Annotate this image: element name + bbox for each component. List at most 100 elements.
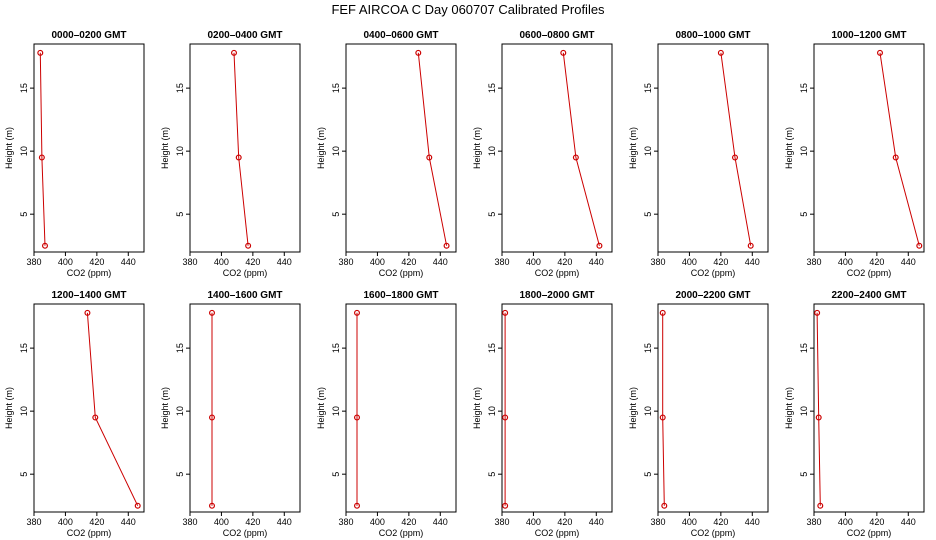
profile-point [876, 49, 883, 56]
profile-point [354, 414, 361, 421]
profile-point [659, 309, 666, 316]
x-tick-label: 400 [682, 257, 697, 267]
y-axis-label: Height (m) [472, 127, 482, 169]
profile-point [209, 309, 216, 316]
panel-7: 1200–1400 GMT 380 400 420 440 5 10 15 CO2 (ppm) H… [4, 290, 145, 538]
y-tick-label: 15 [19, 83, 29, 93]
x-tick-label: 420 [869, 517, 884, 527]
panel-3: 0400–0600 GMT 380 400 420 440 5 10 15 CO2 (ppm) H… [316, 30, 457, 278]
y-tick-label: 5 [19, 212, 29, 217]
x-tick-label: 420 [89, 517, 104, 527]
y-axis-label: Height (m) [316, 127, 326, 169]
y-tick-label: 5 [487, 212, 497, 217]
y-tick-label: 10 [19, 146, 29, 156]
x-tick-label: 420 [557, 257, 572, 267]
panel-2: 0200–0400 GMT 380 400 420 440 5 10 15 CO2 (ppm) H… [160, 30, 301, 278]
profile-point [235, 154, 242, 161]
x-tick-label: 440 [121, 257, 136, 267]
x-tick-label: 400 [682, 517, 697, 527]
profile-line [86, 312, 139, 506]
x-tick-label: 440 [745, 257, 760, 267]
panel-5: 0800–1000 GMT 380 400 420 440 5 10 15 CO2 (ppm) H… [628, 30, 769, 278]
profile-point [717, 49, 724, 56]
profile-point [747, 242, 754, 249]
profile-line [233, 52, 249, 246]
y-tick-label: 15 [175, 83, 185, 93]
x-axis-label: CO2 (ppm) [379, 268, 424, 278]
profile-line [39, 52, 46, 246]
x-tick-label: 400 [58, 517, 73, 527]
x-tick-label: 440 [277, 257, 292, 267]
plot-frame [345, 43, 457, 253]
y-tick-label: 10 [643, 146, 653, 156]
y-tick-label: 15 [331, 83, 341, 93]
panel-title: 0200–0400 GMT [207, 30, 282, 41]
x-axis-label: CO2 (ppm) [847, 528, 892, 538]
x-tick-label: 380 [806, 257, 821, 267]
plot-frame [345, 303, 457, 513]
panel-10: 1800–2000 GMT 380 400 420 440 5 10 15 CO2 (ppm) H… [472, 290, 613, 538]
y-axis-label: Height (m) [784, 387, 794, 429]
x-tick-label: 380 [494, 517, 509, 527]
x-tick-label: 380 [26, 257, 41, 267]
y-tick-label: 5 [487, 472, 497, 477]
profile-point [426, 154, 433, 161]
y-tick-label: 10 [19, 406, 29, 416]
x-tick-label: 380 [650, 517, 665, 527]
profile-point [354, 502, 361, 509]
plot-frame [189, 303, 301, 513]
y-tick-label: 10 [487, 146, 497, 156]
profile-point [209, 502, 216, 509]
x-tick-label: 420 [401, 257, 416, 267]
x-tick-label: 420 [245, 517, 260, 527]
panel-title: 0400–0600 GMT [363, 30, 438, 41]
y-tick-label: 15 [487, 343, 497, 353]
panel-title: 1000–1200 GMT [831, 30, 906, 41]
profile-point [596, 242, 603, 249]
x-tick-label: 380 [650, 257, 665, 267]
y-tick-label: 15 [643, 343, 653, 353]
figure-title: FEF AIRCOA C Day 060707 Calibrated Profi… [331, 2, 605, 17]
panel-11: 2000–2200 GMT 380 400 420 440 5 10 15 CO2 (ppm) H… [628, 290, 769, 538]
profile-line [879, 52, 920, 246]
panel-title: 0000–0200 GMT [51, 30, 126, 41]
x-tick-label: 420 [557, 517, 572, 527]
profile-point [502, 414, 509, 421]
profile-line [417, 52, 448, 246]
profile-point [415, 49, 422, 56]
panel-title: 0600–0800 GMT [519, 30, 594, 41]
profile-point [231, 49, 238, 56]
y-tick-label: 5 [643, 472, 653, 477]
panel-12: 2200–2400 GMT 380 400 420 440 5 10 15 CO2 (ppm) H… [784, 290, 925, 538]
y-tick-label: 15 [175, 343, 185, 353]
profile-line [562, 52, 600, 246]
y-tick-label: 10 [487, 406, 497, 416]
plot-frame [501, 43, 613, 253]
panel-4: 0600–0800 GMT 380 400 420 440 5 10 15 CO2 (ppm) H… [472, 30, 613, 278]
panel-title: 1800–2000 GMT [519, 290, 594, 301]
profile-point [84, 309, 91, 316]
x-tick-label: 420 [713, 517, 728, 527]
profile-line [816, 312, 821, 506]
y-tick-label: 15 [799, 343, 809, 353]
x-tick-label: 400 [214, 257, 229, 267]
profile-point [572, 154, 579, 161]
x-tick-label: 380 [494, 257, 509, 267]
x-tick-label: 440 [277, 517, 292, 527]
profile-point [502, 502, 509, 509]
x-tick-label: 380 [338, 257, 353, 267]
panel-1: 0000–0200 GMT 380 400 420 440 5 10 15 CO2 (ppm) H… [4, 30, 145, 278]
panel-title: 2000–2200 GMT [675, 290, 750, 301]
panel-title: 1400–1600 GMT [207, 290, 282, 301]
y-tick-label: 5 [799, 472, 809, 477]
profile-point [443, 242, 450, 249]
plot-frame [189, 43, 301, 253]
x-tick-label: 440 [901, 517, 916, 527]
y-axis-label: Height (m) [472, 387, 482, 429]
y-tick-label: 10 [175, 406, 185, 416]
panel-8: 1400–1600 GMT 380 400 420 440 5 10 15 CO2 (ppm) H… [160, 290, 301, 538]
x-tick-label: 380 [182, 257, 197, 267]
profile-point [37, 49, 44, 56]
y-tick-label: 10 [643, 406, 653, 416]
y-tick-label: 15 [643, 83, 653, 93]
